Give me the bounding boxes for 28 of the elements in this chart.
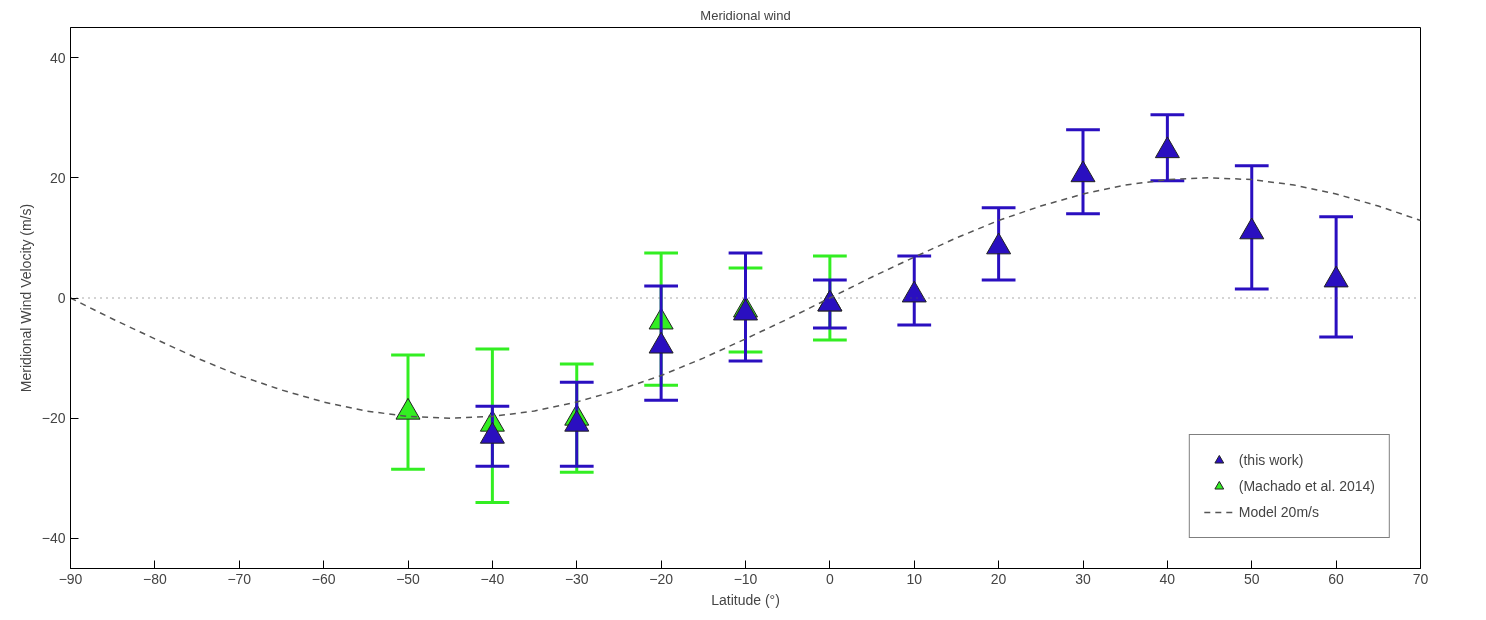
legend-label: (this work) <box>1238 452 1304 468</box>
x-tick-label: 70 <box>1412 570 1429 587</box>
y-tick-label: −40 <box>41 530 66 547</box>
x-tick-label: −80 <box>143 570 167 587</box>
x-tick-label: 10 <box>906 570 923 587</box>
x-tick-label: −50 <box>396 570 421 587</box>
x-tick-label: −70 <box>227 570 252 587</box>
x-tick-label: −30 <box>564 570 589 587</box>
x-tick-label: −10 <box>733 570 758 587</box>
legend-label: Model 20m/s <box>1238 504 1319 520</box>
legend-label: (Machado et al. 2014) <box>1238 478 1375 494</box>
y-tick-label: 0 <box>57 290 66 306</box>
x-tick-label: −40 <box>480 570 505 587</box>
y-tick-label: 40 <box>49 49 66 66</box>
x-tick-label: 20 <box>990 570 1007 587</box>
x-tick-label: 40 <box>1159 570 1176 587</box>
x-tick-label: −90 <box>58 570 83 587</box>
y-tick-label: 20 <box>49 169 66 186</box>
x-tick-label: −20 <box>649 570 674 587</box>
y-axis-title: Meridional Wind Velocity (m/s) <box>17 203 34 393</box>
x-axis-title: Latitude (°) <box>711 591 780 608</box>
x-tick-label: −60 <box>311 570 336 587</box>
x-tick-label: 30 <box>1075 570 1091 587</box>
y-tick-label: −20 <box>41 410 66 427</box>
x-tick-label: 0 <box>825 570 834 587</box>
x-tick-label: 50 <box>1243 570 1260 587</box>
chart-title: Meridional wind <box>700 7 791 23</box>
x-tick-label: 60 <box>1328 570 1345 587</box>
